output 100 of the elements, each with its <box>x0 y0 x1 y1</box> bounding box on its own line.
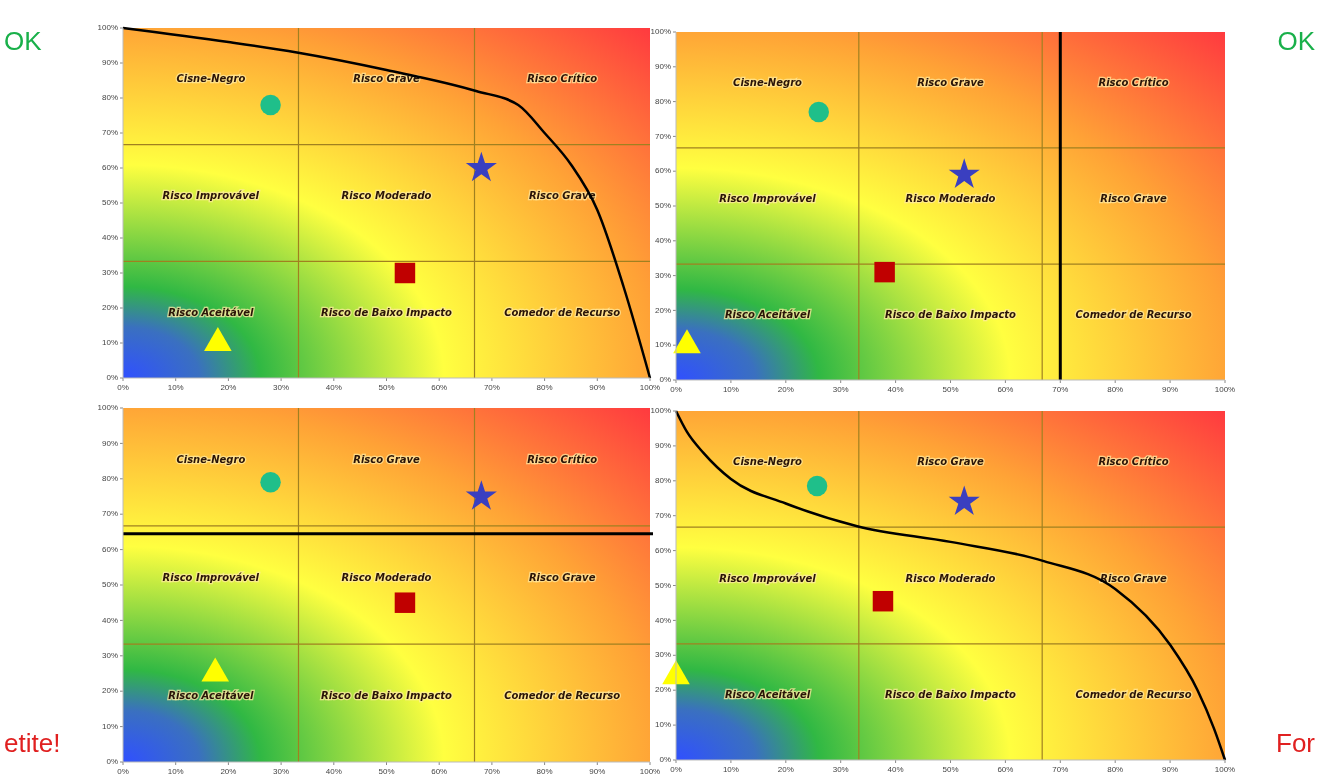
annotation: Risco Aceitável <box>168 306 254 318</box>
annotation: Risco Grave <box>353 453 420 465</box>
y-tick-label: 100% <box>97 403 118 413</box>
y-tick-label: 30% <box>654 650 671 660</box>
annotation: Risco Grave <box>917 456 984 468</box>
text: etite! <box>4 728 61 758</box>
x-tick-label: 40% <box>887 385 904 394</box>
y-tick-label: 60% <box>101 163 118 173</box>
y-tick-label: 70% <box>654 510 671 520</box>
x-tick-label: 40% <box>325 767 342 776</box>
annotation: Risco Grave <box>1100 572 1167 584</box>
annotation: Comedor de Recurso <box>1075 309 1192 321</box>
annotation: Risco Moderado <box>905 193 996 205</box>
x-tick-label: 80% <box>1107 385 1124 394</box>
x-tick-label: 0% <box>117 383 129 392</box>
y-tick-label: 0% <box>659 755 671 765</box>
y-tick-label: 0% <box>106 373 118 383</box>
x-tick-label: 80% <box>536 383 553 392</box>
x-tick-label: 30% <box>273 383 290 392</box>
annotation: Risco Crítico <box>1098 77 1169 89</box>
x-tick-label: 10% <box>722 765 739 774</box>
x-tick-label: 90% <box>589 767 606 776</box>
text: OK <box>1277 26 1316 56</box>
y-tick-label: 0% <box>106 757 118 767</box>
y-tick-label: 10% <box>101 721 118 731</box>
y-tick-label: 30% <box>101 650 118 660</box>
x-tick-label: 100% <box>639 767 661 776</box>
x-tick-label: 30% <box>273 767 290 776</box>
x-tick-label: 100% <box>639 383 661 392</box>
x-tick-label: 70% <box>483 767 500 776</box>
y-tick-label: 100% <box>650 406 671 416</box>
annotation: Comedor de Recurso <box>504 689 621 701</box>
x-tick-label: 20% <box>777 765 794 774</box>
annotation: Risco Grave <box>353 73 420 85</box>
y-tick-label: 80% <box>654 96 671 106</box>
y-tick-label: 0% <box>659 375 671 385</box>
annotation: Cisne-Negro <box>733 77 803 89</box>
x-tick-label: 80% <box>536 767 553 776</box>
annotation: Risco Improvável <box>719 572 817 584</box>
y-tick-label: 70% <box>101 128 118 138</box>
x-tick-label: 70% <box>1052 385 1069 394</box>
y-tick-label: 70% <box>101 509 118 519</box>
y-tick-label: 10% <box>654 720 671 730</box>
y-tick-label: 20% <box>101 303 118 313</box>
annotation: Comedor de Recurso <box>504 306 621 318</box>
annotation: Risco Aceitável <box>724 688 811 700</box>
annotation: Risco Improvável <box>162 190 260 201</box>
annotation: Risco Aceitável <box>168 689 254 701</box>
y-tick-label: 60% <box>654 545 671 555</box>
annotation: Risco Moderado <box>341 571 432 583</box>
y-tick-label: 10% <box>101 338 118 348</box>
y-tick-label: 20% <box>101 686 118 696</box>
y-tick-label: 60% <box>101 544 118 554</box>
text: OK <box>4 26 43 56</box>
y-tick-label: 100% <box>97 23 118 33</box>
x-tick-label: 20% <box>777 385 794 394</box>
annotation: Risco Improvável <box>719 193 817 205</box>
annotation: Risco Grave <box>528 571 596 583</box>
y-tick-label: 10% <box>654 340 671 350</box>
x-tick-label: 50% <box>378 383 395 392</box>
x-tick-label: 10% <box>722 385 739 394</box>
y-tick-label: 90% <box>654 441 671 451</box>
x-tick-label: 90% <box>1162 385 1179 394</box>
x-tick-label: 60% <box>997 765 1014 774</box>
x-tick-label: 20% <box>220 383 237 392</box>
x-tick-label: 60% <box>997 385 1014 394</box>
annotation: Risco Improvável <box>162 571 260 583</box>
x-tick-label: 10% <box>167 383 184 392</box>
x-tick-label: 60% <box>431 383 448 392</box>
x-tick-label: 40% <box>325 383 342 392</box>
annotation: Risco Grave <box>1100 193 1167 205</box>
y-tick-label: 40% <box>101 233 118 243</box>
annotation: Risco Grave <box>917 77 984 89</box>
y-tick-label: 20% <box>654 685 671 695</box>
x-tick-label: 90% <box>589 383 606 392</box>
y-tick-label: 50% <box>101 198 118 208</box>
y-tick-label: 100% <box>650 27 671 37</box>
x-tick-label: 100% <box>1214 385 1236 394</box>
x-tick-label: 60% <box>431 767 448 776</box>
annotation: Risco de Baixo Impacto <box>320 689 453 701</box>
x-tick-label: 40% <box>887 765 904 774</box>
x-tick-label: 70% <box>483 383 500 392</box>
y-tick-label: 80% <box>654 475 671 485</box>
y-tick-label: 90% <box>654 61 671 71</box>
x-tick-label: 30% <box>832 385 849 394</box>
x-tick-label: 30% <box>832 765 849 774</box>
x-tick-label: 70% <box>1052 765 1069 774</box>
y-tick-label: 30% <box>654 270 671 280</box>
y-tick-label: 40% <box>654 235 671 245</box>
y-tick-label: 30% <box>101 268 118 278</box>
annotation: Cisne-Negro <box>733 456 803 468</box>
text: For <box>1276 728 1316 758</box>
annotation: Cisne-Negro <box>176 73 246 85</box>
x-tick-label: 80% <box>1107 765 1124 774</box>
y-tick-label: 40% <box>654 615 671 625</box>
annotation: Risco Crítico <box>527 73 598 85</box>
y-tick-label: 90% <box>101 438 118 448</box>
annotation: Risco Crítico <box>1098 456 1169 468</box>
x-tick-label: 0% <box>670 765 682 774</box>
y-tick-label: 20% <box>654 305 671 315</box>
